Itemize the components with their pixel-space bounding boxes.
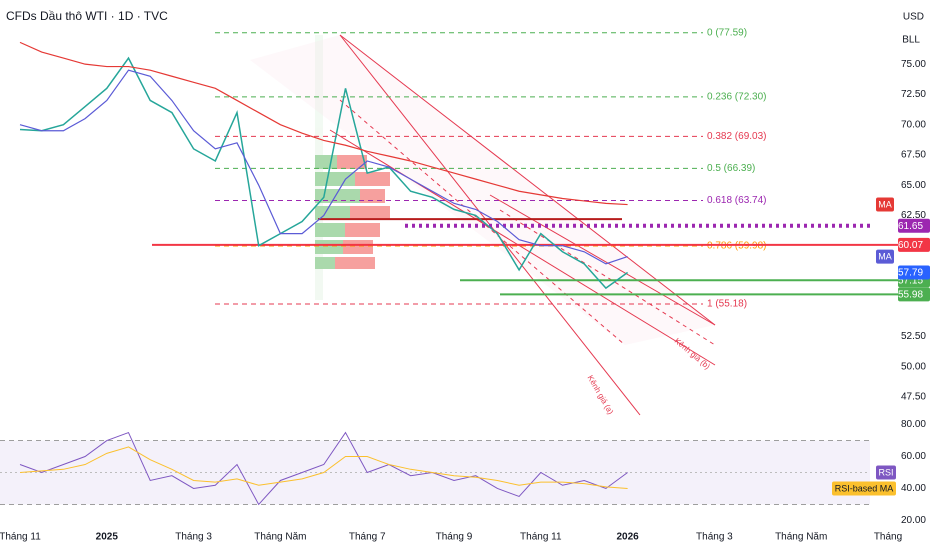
x-tick-label: Tháng 7 <box>349 532 386 543</box>
ma-tag <box>876 249 894 264</box>
profile-bar <box>315 240 343 254</box>
x-tick-label: Tháng 9 <box>436 532 473 543</box>
y-tick-label: 20.00 <box>901 515 926 526</box>
price-tag-label: 61.65 <box>898 221 923 232</box>
profile-bar <box>315 257 335 269</box>
fib-label: 0.382 (69.03) <box>707 131 767 142</box>
profile-bar <box>345 223 380 237</box>
channel-fill <box>250 35 715 345</box>
x-tick-label: Tháng 11 <box>520 532 562 543</box>
x-tick-label: Tháng 11 <box>0 532 41 543</box>
series-line <box>19 41 628 206</box>
profile-bar <box>315 189 360 203</box>
profile-bar <box>315 172 355 186</box>
y-tick-label: 65.00 <box>901 180 926 191</box>
rsi-tag-label: RSI-based MA <box>835 483 894 493</box>
price-tag <box>898 287 930 302</box>
price-tag-label: 57.79 <box>898 268 923 279</box>
x-tick-label: Tháng Năm <box>254 532 306 543</box>
series-line <box>19 446 628 489</box>
ma-tag-label: MA <box>878 251 892 261</box>
fib-label: 0.786 (59.98) <box>707 241 767 252</box>
fib-label: 0 (77.59) <box>707 27 747 38</box>
series-line <box>19 431 628 506</box>
y-tick-label: 75.00 <box>901 59 926 70</box>
channels <box>250 34 716 416</box>
x-tick-label: Tháng 3 <box>175 532 212 543</box>
price-tag-label: 60.07 <box>898 240 923 251</box>
profile-bar <box>355 172 390 186</box>
x-tick-label: Tháng Năm <box>775 532 827 543</box>
profile-bar <box>360 189 385 203</box>
y-tick-label: 62.50 <box>901 210 926 221</box>
fib-label: 0.618 (63.74) <box>707 195 767 206</box>
channel-line <box>329 129 716 366</box>
y-tick-label: 50.00 <box>901 361 926 372</box>
price-tag <box>898 237 930 252</box>
x-tick-label: 2025 <box>96 532 119 543</box>
profile-bar <box>335 257 375 269</box>
x-tick-label: Tháng 3 <box>696 532 733 543</box>
fib-label: 0.236 (72.30) <box>707 91 767 102</box>
y-tick-label: 70.00 <box>901 119 926 130</box>
chart-title: CFDs Dầu thô WTI · 1D · TVC <box>6 9 168 23</box>
y-tick-label: 60.00 <box>901 451 926 462</box>
price-tag <box>898 218 930 233</box>
price-tag-label: 55.98 <box>898 290 923 301</box>
ma-tag <box>876 197 894 212</box>
profile-bar <box>315 223 345 237</box>
y-tick-label: 47.50 <box>901 392 926 403</box>
volume-profile <box>315 35 390 300</box>
profile-bar <box>343 240 373 254</box>
ma-tag-label: MA <box>878 199 892 209</box>
currency: USD <box>903 12 924 23</box>
x-tick-label: Tháng <box>874 532 902 543</box>
x-tick-label: 2026 <box>616 532 639 543</box>
price-tag <box>898 265 930 280</box>
profile-bar <box>315 155 337 169</box>
y-tick-label: 67.50 <box>901 150 926 161</box>
profile-bar <box>315 206 350 220</box>
price-tag-label: 57.15 <box>898 275 923 286</box>
rsi-tag <box>832 481 896 496</box>
channel-line <box>499 209 716 346</box>
fib-label: 1 (55.18) <box>707 299 747 310</box>
y-tick-label: 72.50 <box>901 89 926 100</box>
y-tick-label: 52.50 <box>901 331 926 342</box>
series-line <box>19 56 629 290</box>
channel-label: Kênh giá (a) <box>586 374 616 417</box>
fib-label: 0.5 (66.39) <box>707 163 755 174</box>
channel-line <box>339 34 716 326</box>
y-tick-label: 40.00 <box>901 483 926 494</box>
channel-label: Kênh giá (b) <box>673 336 712 371</box>
profile-bar <box>350 206 390 220</box>
profile-bar <box>337 155 367 169</box>
rsi-tag <box>876 465 896 480</box>
series-line <box>19 69 628 265</box>
y-tick-label: 80.00 <box>901 419 926 430</box>
unit: BLL <box>902 35 920 46</box>
channel-line <box>489 194 716 326</box>
rsi-tag-label: RSI <box>878 467 893 477</box>
